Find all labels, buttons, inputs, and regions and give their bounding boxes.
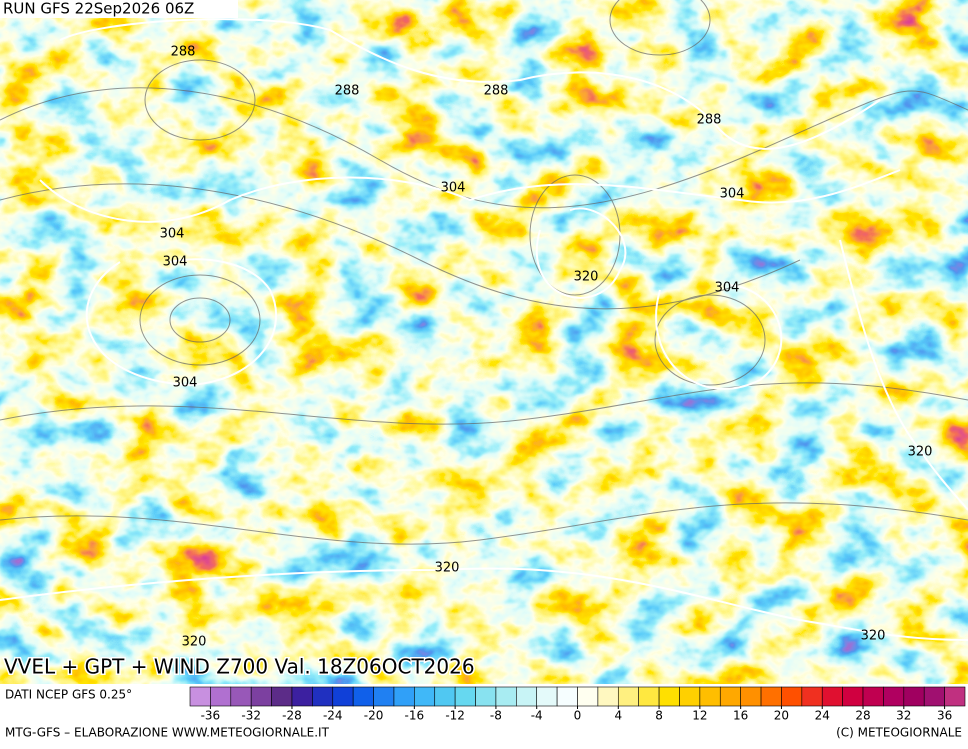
- contour-label: 304: [173, 376, 198, 391]
- contour-label: 320: [861, 629, 886, 644]
- vertical-velocity-field: [0, 0, 968, 684]
- colorbar-tick-label: 20: [774, 709, 789, 723]
- colorbar-swatch: [617, 686, 639, 707]
- contour-label: 304: [720, 187, 745, 202]
- colorbar-swatch: [495, 686, 517, 707]
- colorbar-swatch: [781, 686, 803, 707]
- header-box: [0, 0, 238, 18]
- contour-label: 320: [574, 270, 599, 285]
- colorbar-swatch: [291, 686, 313, 707]
- colorbar-tick-label: -20: [364, 709, 384, 723]
- colorbar-tick-label: 24: [815, 709, 830, 723]
- colorbar-swatch: [230, 686, 252, 707]
- contour-label: 304: [441, 181, 466, 196]
- run-label: RUN GFS 22Sep2026 06Z: [3, 0, 194, 18]
- contour-label: 320: [908, 445, 933, 460]
- contour-labels: 288 288 288 288 304 304 304 304 304 304 …: [160, 45, 933, 650]
- colorbar-tick-label: -36: [201, 709, 221, 723]
- colorbar-swatch: [760, 686, 782, 707]
- colorbar-tick-label: 4: [614, 709, 622, 723]
- contour-label: 320: [435, 561, 460, 576]
- colorbar-tick-label: 28: [855, 709, 870, 723]
- contour-label: 288: [484, 84, 509, 99]
- colorbar-tick-label: 16: [733, 709, 748, 723]
- colorbar-tick-label: 0: [574, 709, 582, 723]
- colorbar-tick-label: -16: [405, 709, 425, 723]
- colorbar-swatch: [312, 686, 334, 707]
- contour-label: 304: [160, 227, 185, 242]
- colorbar-swatch: [577, 686, 599, 707]
- colorbar-tick-label: 32: [896, 709, 911, 723]
- colorbar-swatch: [210, 686, 232, 707]
- colorbar-swatch: [597, 686, 619, 707]
- colorbar-swatch: [719, 686, 741, 707]
- colorbar-swatch: [516, 686, 538, 707]
- colorbar-swatch: [454, 686, 476, 707]
- wind-streamlines: [0, 0, 968, 545]
- colorbar-swatch: [923, 686, 945, 707]
- colorbar-swatch: [434, 686, 456, 707]
- colorbar-tick-label: 36: [937, 709, 952, 723]
- colorbar-swatch: [821, 686, 843, 707]
- contour-label: 288: [697, 113, 722, 128]
- colorbar-swatch: [475, 686, 497, 707]
- colorbar-swatch: [883, 686, 905, 707]
- colorbar-swatch: [414, 686, 436, 707]
- contour-label: 320: [182, 635, 207, 650]
- source-label: DATI NCEP GFS 0.25°: [5, 688, 132, 702]
- colorbar: -36 -32 -28 -24 -20 -16 -12 -8 -4 0 4 8 12 16 20 24 28 32…: [189, 686, 966, 723]
- colorbar-swatch: [352, 686, 374, 707]
- contour-label: 288: [335, 84, 360, 99]
- colorbar-swatch: [393, 686, 415, 707]
- colorbar-swatch: [373, 686, 395, 707]
- colorbar-swatch: [556, 686, 578, 707]
- colorbar-swatch: [271, 686, 293, 707]
- colorbar-tick-label: -12: [445, 709, 465, 723]
- colorbar-tick-label: -4: [531, 709, 543, 723]
- colorbar-swatch: [189, 686, 211, 707]
- colorbar-swatch: [699, 686, 721, 707]
- colorbar-tick-label: -28: [282, 709, 302, 723]
- footer-left: MTG-GFS – ELABORAZIONE WWW.METEOGIORNALE…: [5, 726, 330, 740]
- colorbar-swatch: [638, 686, 660, 707]
- colorbar-tick-label: 8: [655, 709, 663, 723]
- colorbar-swatch: [250, 686, 272, 707]
- colorbar-tick-label: -24: [323, 709, 343, 723]
- colorbar-swatch: [740, 686, 762, 707]
- colorbar-swatch: [801, 686, 823, 707]
- colorbar-swatch: [332, 686, 354, 707]
- height-contours: [0, 18, 968, 641]
- colorbar-tick-label: -8: [490, 709, 502, 723]
- contour-label: 304: [163, 255, 188, 270]
- colorbar-tick-label: -32: [241, 709, 261, 723]
- colorbar-swatch: [903, 686, 925, 707]
- colorbar-swatch: [679, 686, 701, 707]
- colorbar-swatch: [842, 686, 864, 707]
- colorbar-swatch: [944, 686, 966, 707]
- colorbar-swatch: [658, 686, 680, 707]
- map-title: VVEL + GPT + WIND Z700 Val. 18Z06OCT2026: [4, 655, 475, 679]
- colorbar-swatch: [862, 686, 884, 707]
- contour-label: 304: [715, 281, 740, 296]
- contour-label: 288: [171, 45, 196, 60]
- footer-right: (C) METEOGIORNALE: [836, 726, 962, 740]
- colorbar-swatch: [536, 686, 558, 707]
- colorbar-tick-label: 12: [692, 709, 707, 723]
